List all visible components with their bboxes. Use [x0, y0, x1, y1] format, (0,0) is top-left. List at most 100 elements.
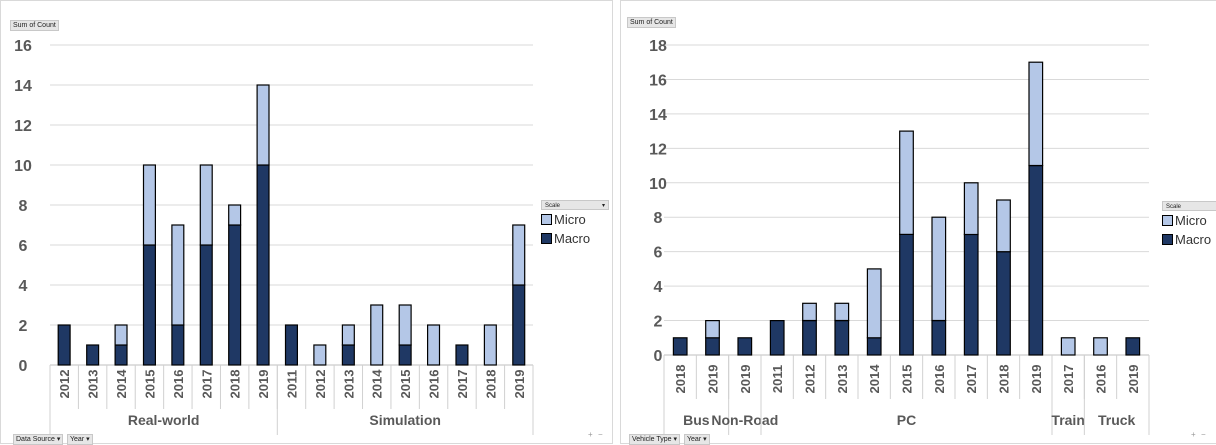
- bar-macro: [769, 320, 785, 356]
- bar-micro: [963, 182, 979, 236]
- bar-macro: [398, 344, 412, 366]
- bar-micro: [996, 199, 1011, 253]
- y-tick-label: 0: [654, 348, 663, 365]
- x-tick-label: 2012: [57, 370, 72, 399]
- bar-micro: [802, 302, 817, 322]
- macro-swatch-icon: [1162, 234, 1173, 245]
- bar-micro: [931, 216, 947, 322]
- y-tick-label: 8: [19, 198, 28, 215]
- y-tick-label: 14: [649, 107, 667, 124]
- year-field-button[interactable]: Year ▾: [67, 434, 93, 445]
- y-tick-label: 4: [19, 278, 28, 295]
- bar-micro: [228, 204, 242, 226]
- scale-field-button[interactable]: Scale▾: [541, 200, 609, 210]
- x-tick-label: 2018: [997, 365, 1012, 394]
- bar-macro: [57, 324, 71, 366]
- y-tick-label: 0: [19, 358, 28, 375]
- group-label: PC: [897, 412, 916, 428]
- y-tick-label: 12: [649, 141, 667, 158]
- legend: Scale▾ Micro Macro: [1162, 201, 1216, 249]
- x-tick-label: 2018: [673, 365, 688, 394]
- x-tick-label: 2019: [512, 370, 527, 399]
- scale-field-button[interactable]: Scale▾: [1162, 201, 1216, 211]
- x-tick-label: 2019: [256, 370, 271, 399]
- expand-icon[interactable]: +: [588, 430, 593, 439]
- group-label: Train: [1051, 412, 1084, 428]
- bar-micro: [199, 164, 213, 246]
- y-tick-label: 10: [649, 176, 667, 193]
- x-tick-label: 2018: [228, 370, 243, 399]
- sum-of-count-field-button[interactable]: Sum of Count: [10, 20, 59, 31]
- bar-micro: [899, 130, 914, 236]
- group-label: Bus: [683, 412, 710, 428]
- vehicle-type-field-button[interactable]: Vehicle Type ▾: [629, 434, 681, 445]
- bar-micro: [313, 344, 327, 366]
- x-tick-label: 2011: [770, 365, 785, 393]
- x-tick-label: 2016: [171, 370, 186, 399]
- x-tick-label: 2014: [114, 369, 129, 399]
- bar-macro: [114, 344, 128, 366]
- x-tick-label: 2012: [803, 365, 818, 394]
- bar-macro: [899, 233, 914, 356]
- x-tick-label: 2017: [455, 370, 470, 399]
- y-tick-label: 2: [654, 314, 663, 331]
- data-source-field-button[interactable]: Data Source ▾: [13, 434, 64, 445]
- sum-of-count-field-button[interactable]: Sum of Count: [627, 17, 676, 28]
- expand-icon[interactable]: +: [1191, 430, 1196, 439]
- bar-macro: [455, 344, 469, 366]
- bar-micro: [705, 320, 720, 339]
- bar-micro: [1028, 61, 1044, 167]
- bar-macro: [228, 224, 242, 366]
- legend-item-macro: Macro: [1162, 230, 1216, 249]
- y-tick-label: 16: [14, 38, 32, 55]
- y-tick-label: 18: [649, 38, 667, 55]
- x-tick-label: 2013: [341, 370, 356, 399]
- x-tick-label: 2015: [900, 365, 915, 394]
- collapse-icon[interactable]: −: [598, 430, 603, 439]
- chart-panel-right: Sum of Count 0 2 4 6 8 10 12 14 16 18 2018 2019 2019…: [620, 0, 1216, 445]
- bar-macro: [1125, 337, 1141, 356]
- group-label: Simulation: [369, 412, 441, 428]
- x-tick-label: 2016: [1094, 365, 1109, 394]
- bar-macro: [284, 324, 298, 366]
- bar-macro: [171, 324, 185, 366]
- y-tick-label: 4: [654, 279, 663, 296]
- y-tick-label: 6: [19, 238, 28, 255]
- bar-macro: [705, 337, 720, 356]
- bar-macro: [672, 337, 688, 356]
- x-tick-label: 2017: [1061, 365, 1076, 394]
- legend: Scale▾ Micro Macro: [541, 200, 609, 248]
- bar-micro: [427, 324, 441, 366]
- bar-macro: [963, 233, 979, 356]
- bar-macro: [834, 320, 850, 356]
- bar-macro: [341, 344, 355, 366]
- year-field-button[interactable]: Year ▾: [684, 434, 710, 445]
- bar-micro: [834, 302, 850, 322]
- bar-macro: [199, 244, 213, 366]
- y-tick-label: 12: [14, 118, 32, 135]
- y-tick-label: 16: [649, 72, 667, 89]
- bar-macro: [142, 244, 156, 366]
- bar-macro: [996, 251, 1011, 356]
- x-tick-label: 2012: [313, 370, 328, 399]
- x-tick-label: 2019: [1126, 365, 1141, 394]
- bar-micro: [1060, 337, 1076, 356]
- x-tick-label: 2015: [398, 370, 413, 399]
- legend-item-macro: Macro: [541, 229, 609, 248]
- legend-item-micro: Micro: [541, 210, 609, 229]
- y-tick-label: 6: [654, 245, 663, 262]
- group-label: Truck: [1098, 412, 1136, 428]
- vehicle-type-chart: 0 2 4 6 8 10 12 14 16 18 2018 2019 2019 2011 2012 2013 2…: [649, 38, 1150, 435]
- macro-swatch-icon: [541, 233, 552, 244]
- x-tick-label: 2018: [483, 370, 498, 399]
- bar-macro: [256, 164, 270, 366]
- micro-swatch-icon: [541, 214, 552, 225]
- bar-micro: [866, 268, 882, 339]
- x-tick-label: 2019: [706, 365, 721, 394]
- x-tick-label: 2013: [86, 370, 101, 399]
- group-label: Real-world: [128, 412, 200, 428]
- chart-panel-left: Sum of Count 0 2 4 6 8 10 12 14 16 2012 2013 2014 20…: [0, 0, 613, 445]
- x-tick-label: 2019: [1029, 365, 1044, 394]
- collapse-icon[interactable]: −: [1201, 430, 1206, 439]
- bar-micro: [341, 324, 355, 346]
